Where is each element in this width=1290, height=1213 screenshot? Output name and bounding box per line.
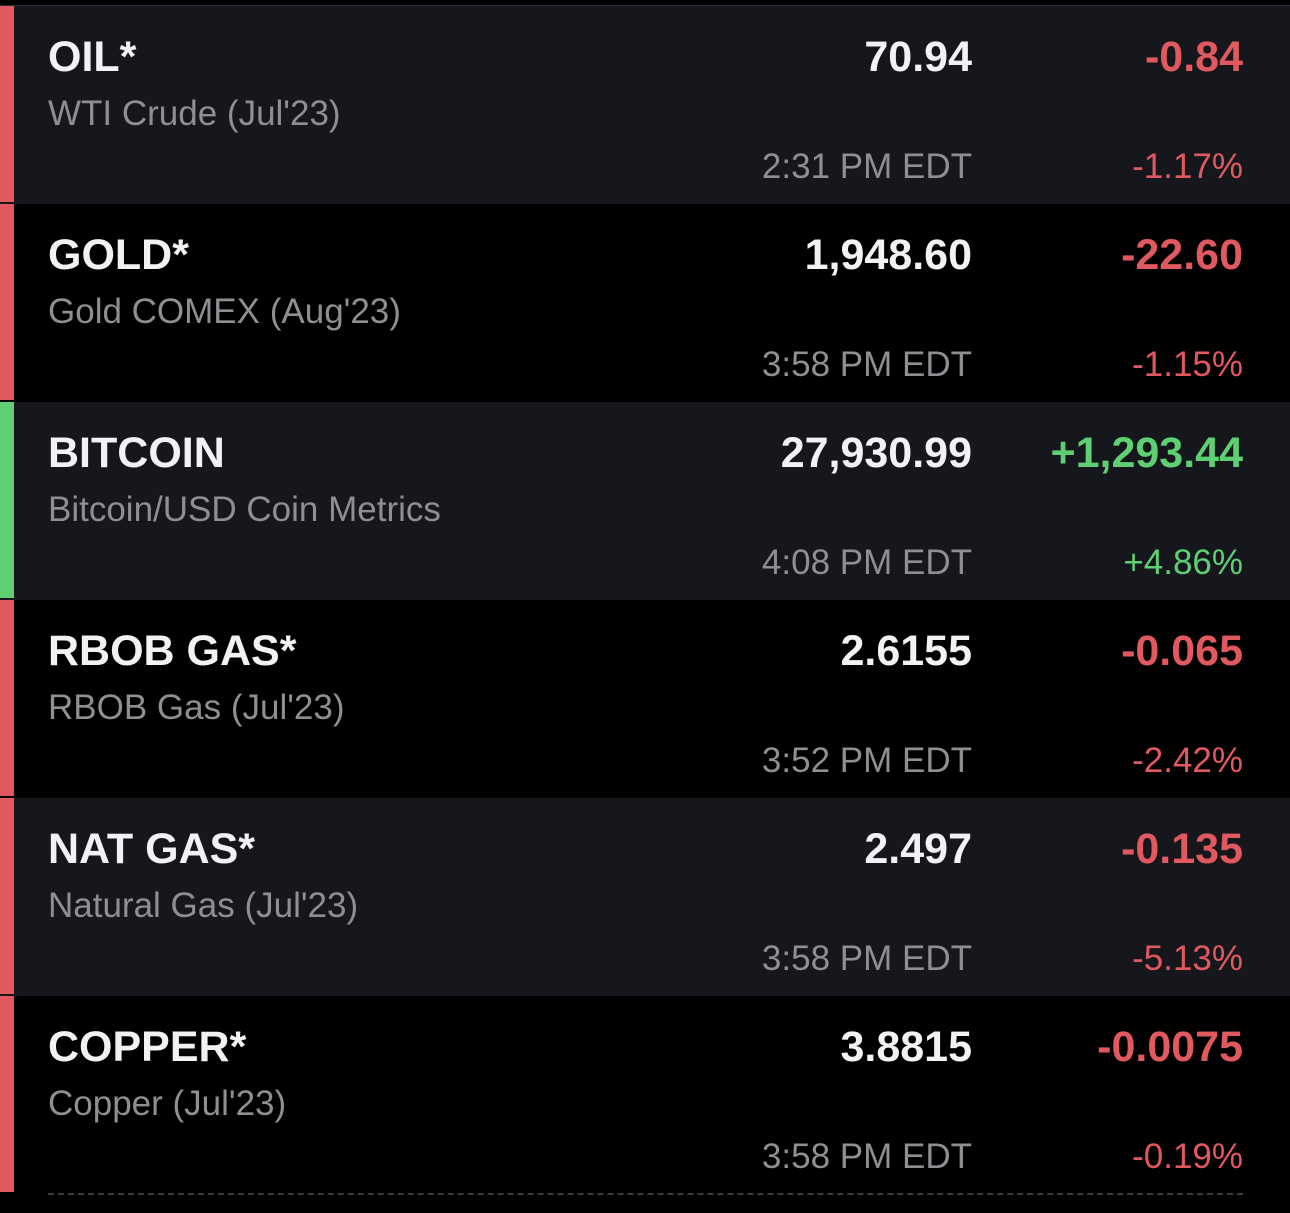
instrument-name: Bitcoin/USD Coin Metrics [48,490,441,529]
symbol: GOLD* [48,231,189,279]
trend-bar [0,6,14,202]
timestamp: 3:58 PM EDT [761,1137,972,1176]
trend-bar [0,204,14,400]
trend-bar [0,996,14,1192]
price: 2.497 [864,825,972,873]
change: -0.135 [1121,825,1243,873]
price: 27,930.99 [780,429,972,477]
quote-row[interactable]: BITCOIN Bitcoin/USD Coin Metrics 27,930.99… [0,402,1290,600]
quote-row[interactable]: RBOB GAS* RBOB Gas (Jul'23) 2.6155 -0.065 3:… [0,600,1290,798]
quote-row[interactable]: GOLD* Gold COMEX (Aug'23) 1,948.60 -22.60 3:… [0,204,1290,402]
price: 2.6155 [840,627,972,675]
trend-bar [0,600,14,796]
timestamp: 2:31 PM EDT [761,147,972,186]
instrument-name: Gold COMEX (Aug'23) [48,292,401,331]
price: 1,948.60 [804,231,972,279]
timestamp: 3:58 PM EDT [761,345,972,384]
instrument-name: Natural Gas (Jul'23) [48,886,359,925]
rows: OIL* WTI Crude (Jul'23) 70.94 -0.84 2:31 PM … [0,6,1290,1194]
change: -22.60 [1121,231,1243,279]
symbol: OIL* [48,33,137,81]
instrument-name: RBOB Gas (Jul'23) [48,688,345,727]
percent-change: -2.42% [1132,741,1243,780]
instrument-name: Copper (Jul'23) [48,1084,287,1123]
price: 70.94 [864,33,972,81]
change: -0.0075 [1097,1023,1243,1071]
percent-change: -1.15% [1132,345,1243,384]
percent-change: +4.86% [1123,543,1243,582]
symbol: COPPER* [48,1023,247,1071]
change: -0.84 [1144,33,1243,81]
instrument-name: WTI Crude (Jul'23) [48,94,341,133]
timestamp: 3:58 PM EDT [761,939,972,978]
percent-change: -1.17% [1132,147,1243,186]
timestamp: 4:08 PM EDT [761,543,972,582]
percent-change: -5.13% [1132,939,1243,978]
change: -0.065 [1121,627,1243,675]
quote-row[interactable]: NAT GAS* Natural Gas (Jul'23) 2.497 -0.135 3… [0,798,1290,996]
trend-bar [0,402,14,598]
quote-row[interactable]: OIL* WTI Crude (Jul'23) 70.94 -0.84 2:31 PM … [0,6,1290,204]
list-end [48,1193,1243,1195]
symbol: RBOB GAS* [48,627,297,675]
symbol: NAT GAS* [48,825,256,873]
symbol: BITCOIN [48,429,225,477]
quote-row[interactable]: COPPER* Copper (Jul'23) 3.8815 -0.0075 3:58 … [0,996,1290,1194]
percent-change: -0.19% [1132,1137,1243,1176]
divider [0,5,1290,6]
change: +1,293.44 [1050,429,1244,477]
trend-bar [0,798,14,994]
timestamp: 3:52 PM EDT [761,741,972,780]
price: 3.8815 [840,1023,972,1071]
